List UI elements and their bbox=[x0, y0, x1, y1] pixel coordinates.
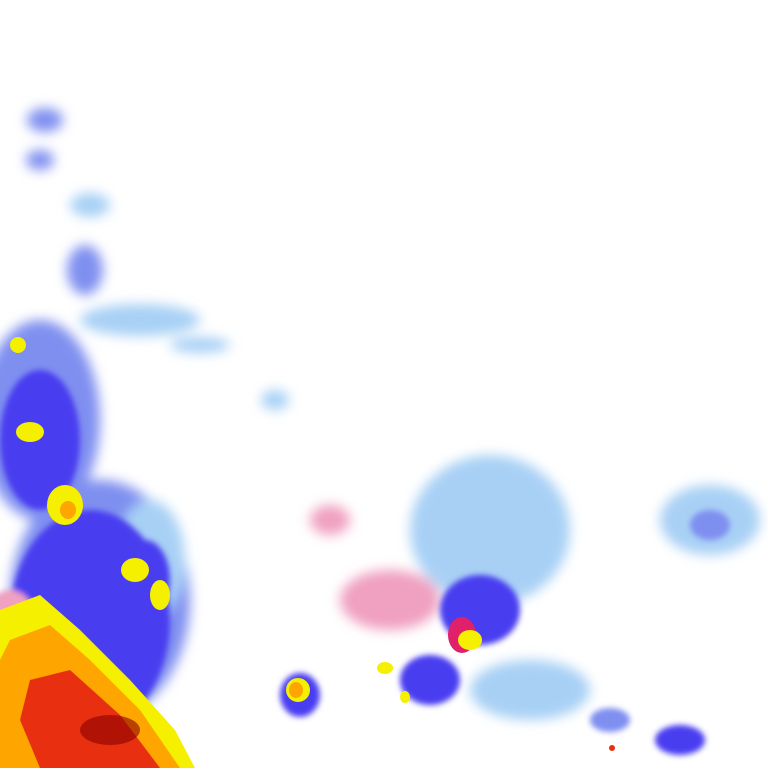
heavy-precip-cell bbox=[458, 630, 482, 650]
mixed-precip-precip-cell bbox=[340, 570, 440, 630]
mixed-precip-precip-cell bbox=[310, 505, 350, 535]
intense-precip-cell bbox=[609, 745, 615, 751]
light-rain-band-northwest bbox=[26, 108, 289, 410]
heavy-precip-cell bbox=[121, 558, 149, 582]
moderate-precip-cell bbox=[400, 655, 460, 705]
extreme-precip-cell bbox=[80, 715, 140, 745]
light-precip-cell bbox=[67, 245, 103, 295]
very-light-precip-cell bbox=[70, 193, 110, 217]
moderate-precip-cell bbox=[0, 370, 80, 510]
very-light-precip-cell bbox=[410, 455, 570, 605]
heavy-precip-cell bbox=[400, 691, 410, 703]
moderate-precip-cell bbox=[655, 725, 705, 755]
very-light-precip-cell bbox=[170, 337, 230, 353]
heavy-precip-cell bbox=[10, 337, 26, 353]
very-heavy-precip-cell bbox=[60, 501, 76, 519]
heavy-precip-cell bbox=[150, 580, 170, 610]
light-precip-cell bbox=[590, 708, 630, 732]
very-light-precip-cell bbox=[261, 390, 289, 410]
light-precip-cell bbox=[690, 510, 730, 540]
light-precip-cell bbox=[27, 108, 63, 132]
heavy-precip-cell bbox=[16, 422, 44, 442]
very-light-precip-cell bbox=[80, 304, 200, 336]
very-light-precip-cell bbox=[470, 660, 590, 720]
storm-complex-southwest bbox=[0, 320, 195, 768]
light-precip-cell bbox=[26, 150, 54, 170]
very-heavy-precip-cell bbox=[289, 682, 303, 698]
storm-system-central bbox=[280, 455, 760, 755]
heavy-precip-cell bbox=[377, 662, 393, 674]
